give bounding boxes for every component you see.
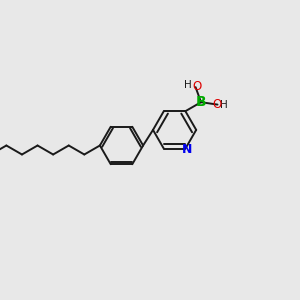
Text: H: H <box>220 100 227 110</box>
Text: B: B <box>196 95 206 109</box>
Text: O: O <box>213 98 222 111</box>
Text: N: N <box>182 143 192 156</box>
Text: O: O <box>192 80 201 93</box>
Text: H: H <box>184 80 192 90</box>
